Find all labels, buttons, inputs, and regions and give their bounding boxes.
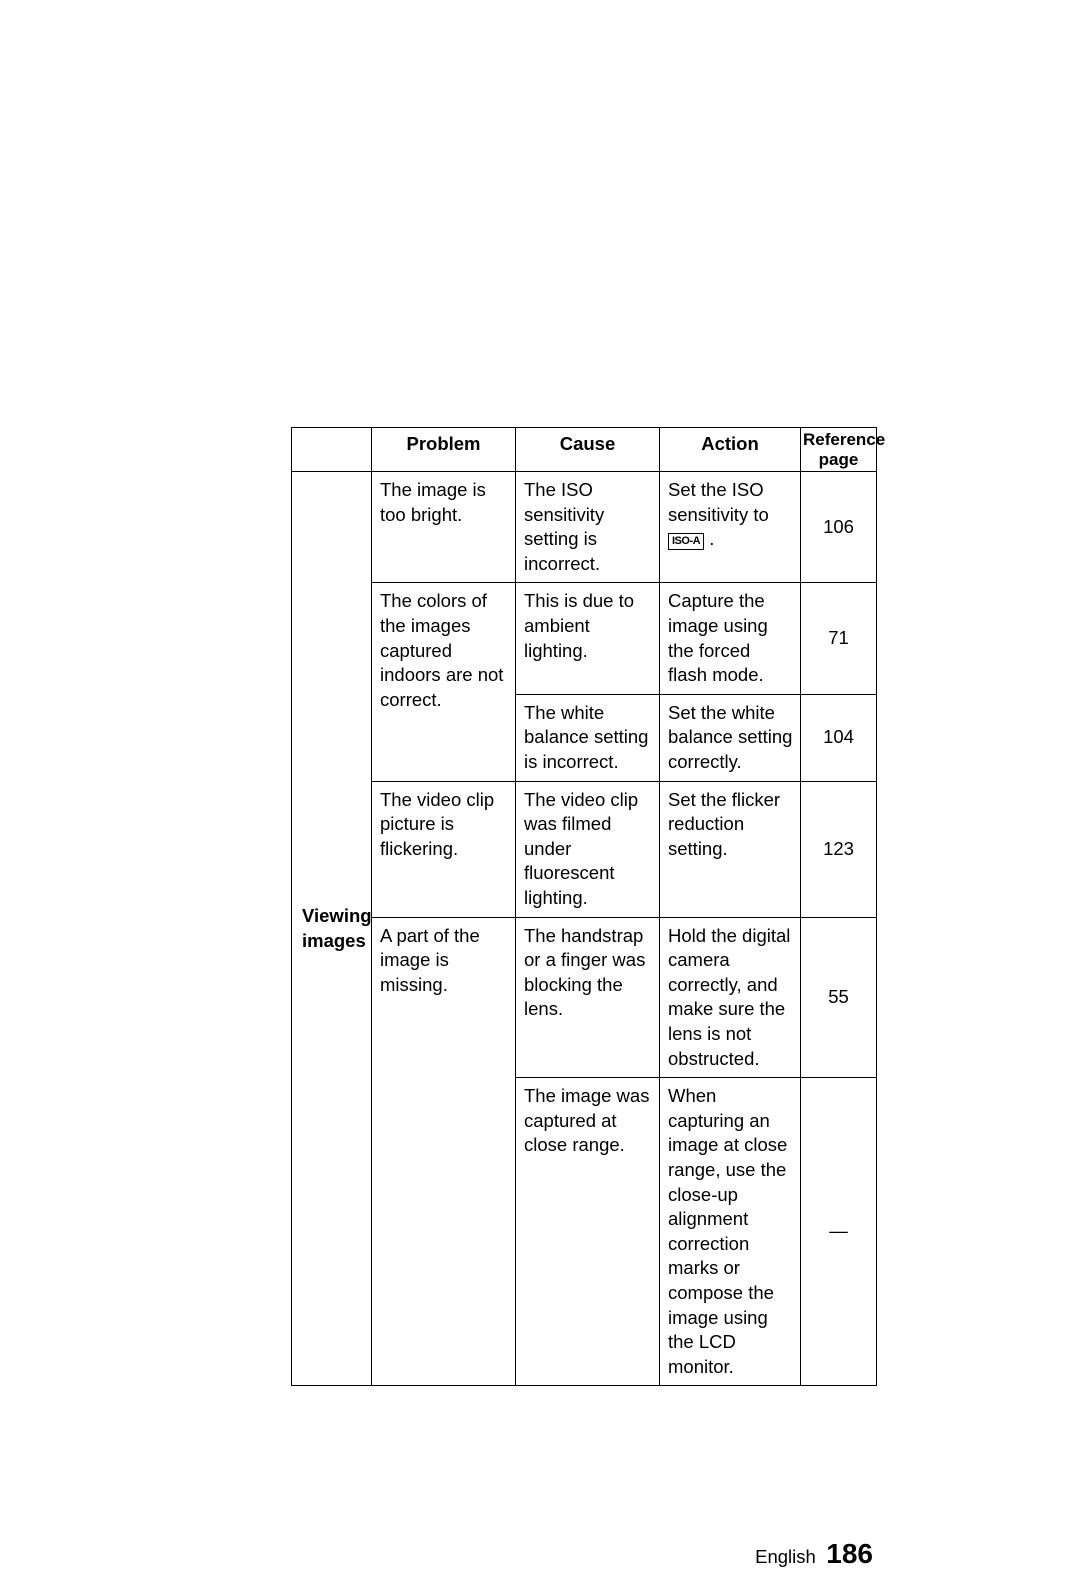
cell-action: When capturing an image at close range, … [660,1078,801,1386]
cell-reference: 71 [801,583,877,694]
footer-language: English [755,1546,816,1567]
cell-action: Set the ISO sensitivity to ISO-A . [660,472,801,583]
cell-cause: This is due to ambient lighting. [516,583,660,694]
header-category-blank [292,428,372,472]
cell-problem: A part of the image is missing. [372,917,516,1386]
cell-action: Set the flicker reduction setting. [660,781,801,917]
cell-cause: The ISO sensitivity setting is incorrect… [516,472,660,583]
header-reference-line1: Reference [803,430,885,449]
cell-reference: 104 [801,694,877,781]
cell-reference: 123 [801,781,877,917]
cell-cause: The handstrap or a finger was blocking t… [516,917,660,1078]
manual-page: Problem Cause Action Reference page View… [0,0,1080,1529]
iso-auto-icon: ISO-A [668,533,704,549]
cell-reference: — [801,1078,877,1386]
cell-cause: The video clip was filmed under fluoresc… [516,781,660,917]
cell-action: Capture the image using the forced flash… [660,583,801,694]
cell-reference: 55 [801,917,877,1078]
page-footer: English 186 [755,1538,873,1570]
header-problem: Problem [372,428,516,472]
troubleshooting-table: Problem Cause Action Reference page View… [291,427,877,1386]
table-row: Viewing images The image is too bright. … [292,472,877,583]
table-row: The video clip picture is flickering. Th… [292,781,877,917]
header-reference: Reference page [801,428,877,472]
cell-action: Hold the digital camera correctly, and m… [660,917,801,1078]
table-row: The colors of the images captured indoor… [292,583,877,694]
cell-cause: The white balance setting is incorrect. [516,694,660,781]
header-cause: Cause [516,428,660,472]
category-cell: Viewing images [292,472,372,1386]
action-text-pre: Set the ISO sensitivity to [668,479,769,525]
cell-problem: The image is too bright. [372,472,516,583]
cell-reference: 106 [801,472,877,583]
cell-problem: The colors of the images captured indoor… [372,583,516,781]
action-text-post: . [704,528,714,549]
cell-action: Set the white balance setting correctly. [660,694,801,781]
cell-cause: The image was captured at close range. [516,1078,660,1386]
cell-problem: The video clip picture is flickering. [372,781,516,917]
header-reference-line2: page [819,450,859,469]
table-header-row: Problem Cause Action Reference page [292,428,877,472]
table-row: A part of the image is missing. The hand… [292,917,877,1078]
footer-page-number: 186 [826,1538,873,1569]
header-action: Action [660,428,801,472]
troubleshooting-table-wrap: Problem Cause Action Reference page View… [291,427,876,1386]
